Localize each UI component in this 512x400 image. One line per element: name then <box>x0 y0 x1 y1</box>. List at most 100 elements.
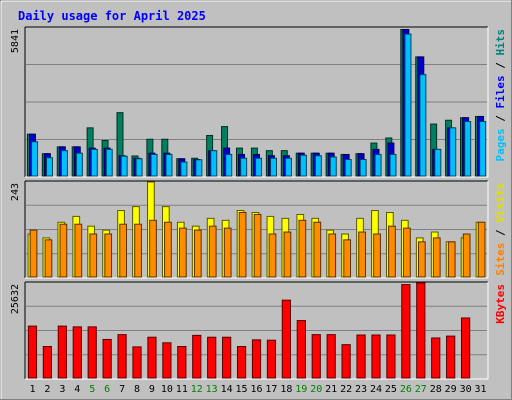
bar-pages-day-6 <box>106 149 112 176</box>
bar-sites-day-14 <box>224 228 231 277</box>
legend-hits: Pages / Files / Hits <box>494 29 507 162</box>
bar-kbytes-day-4 <box>73 327 81 378</box>
x-tick-label: 29 <box>445 384 457 395</box>
legend-entry: / <box>494 223 507 243</box>
bar-sites-day-30 <box>463 234 470 277</box>
bar-sites-day-20 <box>314 222 321 277</box>
bar-kbytes-day-6 <box>103 339 111 378</box>
x-tick-label: 4 <box>74 384 80 395</box>
bar-sites-day-6 <box>105 234 112 277</box>
bar-sites-day-13 <box>209 226 216 277</box>
bar-pages-day-20 <box>315 156 321 176</box>
y-max-label: 243 <box>10 183 21 201</box>
bar-pages-day-9 <box>151 154 157 176</box>
bar-sites-day-23 <box>359 232 366 277</box>
bar-kbytes-day-11 <box>178 346 186 378</box>
bar-kbytes-day-18 <box>282 300 290 378</box>
x-tick-label: 20 <box>310 384 322 395</box>
x-tick-label: 31 <box>475 384 487 395</box>
bar-pages-day-12 <box>196 160 202 176</box>
bar-kbytes-day-21 <box>327 335 335 378</box>
bar-kbytes-day-25 <box>387 335 395 378</box>
bar-kbytes-day-15 <box>237 346 245 378</box>
bar-pages-day-4 <box>76 153 82 176</box>
legend-entry: KBytes <box>494 284 507 324</box>
bar-sites-day-28 <box>433 238 440 277</box>
x-tick-label: 22 <box>340 384 352 395</box>
bar-sites-day-19 <box>299 220 306 277</box>
bar-sites-day-9 <box>150 220 157 277</box>
bar-pages-day-5 <box>91 149 97 176</box>
legend-entry: Sites <box>494 243 507 276</box>
legend-kbytes: KBytes <box>494 284 507 324</box>
x-tick-label: 18 <box>280 384 292 395</box>
bar-pages-day-2 <box>47 158 53 176</box>
legend-entry: Files <box>494 75 507 108</box>
bar-pages-day-23 <box>360 160 366 176</box>
bar-kbytes-day-19 <box>297 321 305 378</box>
bar-sites-day-8 <box>135 224 142 277</box>
bar-pages-day-14 <box>226 154 232 176</box>
bar-sites-day-31 <box>478 222 485 277</box>
bar-kbytes-day-1 <box>28 326 36 378</box>
bar-pages-day-31 <box>480 122 486 176</box>
bar-sites-day-27 <box>418 242 425 277</box>
bar-pages-day-29 <box>450 128 456 176</box>
x-tick-label: 14 <box>221 384 233 395</box>
x-tick-label: 5 <box>89 384 95 395</box>
bar-pages-day-19 <box>300 155 306 176</box>
bar-kbytes-day-27 <box>417 283 425 378</box>
bar-pages-day-8 <box>136 159 142 176</box>
bar-kbytes-day-12 <box>193 335 201 378</box>
chart-title: Daily usage for April 2025 <box>18 9 206 23</box>
bar-pages-day-13 <box>211 151 217 176</box>
legend-entry: Visits <box>494 183 507 223</box>
x-tick-label: 19 <box>295 384 307 395</box>
bar-kbytes-day-30 <box>461 318 469 378</box>
bar-kbytes-day-22 <box>342 345 350 378</box>
x-tick-label: 17 <box>265 384 277 395</box>
bar-kbytes-day-2 <box>43 346 51 378</box>
bar-pages-day-30 <box>465 122 471 176</box>
bar-pages-day-3 <box>61 151 67 176</box>
bar-kbytes-day-9 <box>148 337 156 378</box>
x-tick-label: 26 <box>400 384 412 395</box>
bar-kbytes-day-8 <box>133 347 141 378</box>
bar-kbytes-day-17 <box>267 340 275 378</box>
chart-panels: 5841Pages / Files / Hits243Sites / Visit… <box>10 27 507 379</box>
bar-kbytes-day-5 <box>88 327 96 378</box>
x-tick-label: 8 <box>134 384 140 395</box>
bar-sites-day-24 <box>374 234 381 277</box>
bar-kbytes-day-10 <box>163 343 171 378</box>
x-tick-label: 6 <box>104 384 110 395</box>
bar-sites-day-26 <box>404 228 411 277</box>
bar-kbytes-day-23 <box>357 335 365 378</box>
x-tick-label: 27 <box>415 384 427 395</box>
x-tick-label: 30 <box>460 384 472 395</box>
bar-sites-day-16 <box>254 214 261 277</box>
bar-pages-day-16 <box>256 158 262 176</box>
legend-visits: Sites / Visits <box>494 183 507 276</box>
bar-sites-day-10 <box>165 222 172 277</box>
bar-sites-day-18 <box>284 232 291 277</box>
legend-entry: / <box>494 56 507 76</box>
bar-kbytes-day-3 <box>58 326 66 378</box>
bar-pages-day-26 <box>405 34 411 176</box>
bar-sites-day-1 <box>30 230 37 277</box>
x-tick-label: 21 <box>325 384 337 395</box>
bar-kbytes-day-7 <box>118 335 126 378</box>
bar-pages-day-22 <box>345 160 351 176</box>
bar-pages-day-18 <box>285 158 291 176</box>
legend-entry: Pages <box>494 128 507 161</box>
bar-pages-day-15 <box>241 158 247 176</box>
x-tick-label: 15 <box>236 384 248 395</box>
bar-pages-day-21 <box>330 157 336 176</box>
bar-sites-day-11 <box>180 228 187 277</box>
panel-visits: 243 Sites / Visits <box>10 181 507 278</box>
x-tick-label: 24 <box>370 384 382 395</box>
legend-entry: / <box>494 109 507 129</box>
bar-pages-day-1 <box>32 142 38 176</box>
bar-sites-day-25 <box>389 226 396 277</box>
bar-pages-day-11 <box>181 162 187 176</box>
bar-sites-day-17 <box>269 234 276 277</box>
